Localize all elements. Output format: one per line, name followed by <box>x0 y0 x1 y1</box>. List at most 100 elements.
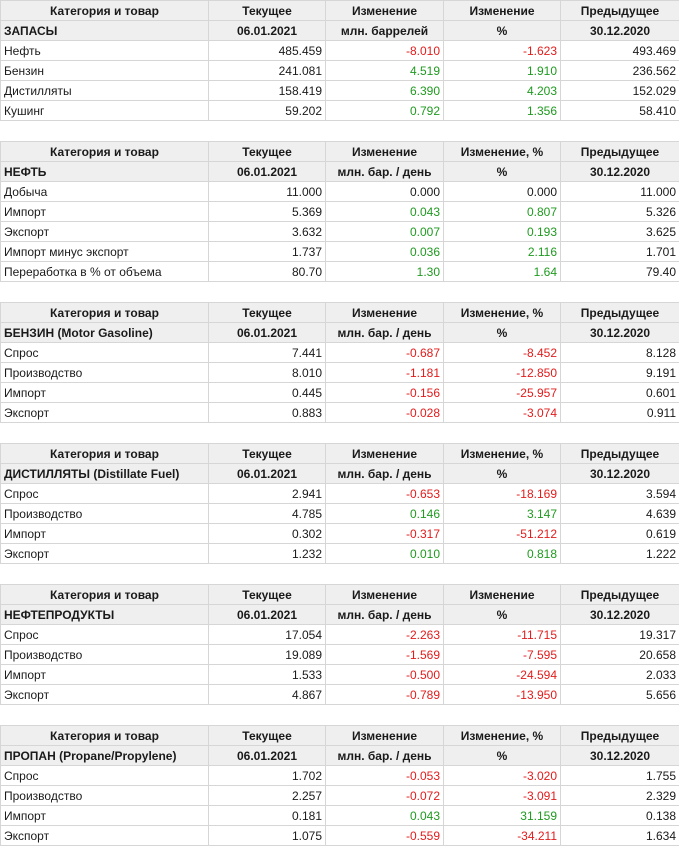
category-header: Категория и товар <box>1 142 209 162</box>
previous-header: Предыдущее <box>561 585 679 605</box>
pct-change-value: 0.193 <box>444 222 561 242</box>
change-value: -0.053 <box>326 766 444 786</box>
current-value: 1.737 <box>209 242 326 262</box>
table-row: Производство 8.010 -1.181 -12.850 9.191 <box>1 363 679 383</box>
previous-header: Предыдущее <box>561 726 679 746</box>
row-name: Экспорт <box>1 685 209 705</box>
change-value: 0.036 <box>326 242 444 262</box>
previous-value: 493.469 <box>561 41 679 61</box>
pct-sign: % <box>444 162 561 182</box>
previous-value: 79.40 <box>561 262 679 282</box>
row-name: Бензин <box>1 61 209 81</box>
change-value: 0.792 <box>326 101 444 121</box>
column-header-row: Категория и товар Текущее Изменение Изме… <box>1 1 679 21</box>
current-value: 2.257 <box>209 786 326 806</box>
change-header: Изменение <box>326 444 444 464</box>
previous-header: Предыдущее <box>561 303 679 323</box>
current-value: 1.533 <box>209 665 326 685</box>
change-header: Изменение <box>326 726 444 746</box>
pct-change-value: -24.594 <box>444 665 561 685</box>
pct-change-value: -1.623 <box>444 41 561 61</box>
current-value: 2.941 <box>209 484 326 504</box>
section-title-row: НЕФТЬ 06.01.2021 млн. бар. / день % 30.1… <box>1 162 679 182</box>
current-value: 0.445 <box>209 383 326 403</box>
pct-change-value: 0.807 <box>444 202 561 222</box>
category-header: Категория и товар <box>1 726 209 746</box>
pct-sign: % <box>444 21 561 41</box>
pct-change-value: -3.091 <box>444 786 561 806</box>
row-name: Экспорт <box>1 222 209 242</box>
section-block: Категория и товар Текущее Изменение Изме… <box>0 0 679 121</box>
current-date: 06.01.2021 <box>209 464 326 484</box>
previous-value: 11.000 <box>561 182 679 202</box>
current-value: 17.054 <box>209 625 326 645</box>
change-value: 6.390 <box>326 81 444 101</box>
row-name: Производство <box>1 363 209 383</box>
current-value: 19.089 <box>209 645 326 665</box>
current-value: 0.302 <box>209 524 326 544</box>
current-value: 1.075 <box>209 826 326 846</box>
category-header: Категория и товар <box>1 1 209 21</box>
row-name: Импорт <box>1 202 209 222</box>
table-row: Спрос 1.702 -0.053 -3.020 1.755 <box>1 766 679 786</box>
current-value: 5.369 <box>209 202 326 222</box>
current-value: 80.70 <box>209 262 326 282</box>
section-table: Категория и товар Текущее Изменение Изме… <box>0 302 679 423</box>
row-name: Импорт <box>1 524 209 544</box>
section-spacer <box>0 705 679 725</box>
row-name: Спрос <box>1 625 209 645</box>
table-row: Переработка в % от объема 80.70 1.30 1.6… <box>1 262 679 282</box>
previous-value: 0.138 <box>561 806 679 826</box>
change-value: -1.569 <box>326 645 444 665</box>
table-row: Экспорт 0.883 -0.028 -3.074 0.911 <box>1 403 679 423</box>
previous-value: 0.601 <box>561 383 679 403</box>
pct-change-value: -18.169 <box>444 484 561 504</box>
pct-sign: % <box>444 746 561 766</box>
table-row: Импорт 0.302 -0.317 -51.212 0.619 <box>1 524 679 544</box>
previous-value: 2.329 <box>561 786 679 806</box>
previous-value: 2.033 <box>561 665 679 685</box>
previous-date: 30.12.2020 <box>561 21 679 41</box>
pct-change-value: 31.159 <box>444 806 561 826</box>
column-header-row: Категория и товар Текущее Изменение Изме… <box>1 444 679 464</box>
row-name: Нефть <box>1 41 209 61</box>
previous-value: 152.029 <box>561 81 679 101</box>
change-value: -0.789 <box>326 685 444 705</box>
current-value: 485.459 <box>209 41 326 61</box>
pct-sign: % <box>444 323 561 343</box>
current-value: 1.702 <box>209 766 326 786</box>
table-row: Импорт 0.181 0.043 31.159 0.138 <box>1 806 679 826</box>
row-name: Спрос <box>1 766 209 786</box>
previous-value: 1.222 <box>561 544 679 564</box>
current-header: Текущее <box>209 1 326 21</box>
pct-change-value: -13.950 <box>444 685 561 705</box>
change-unit: млн. бар. / день <box>326 464 444 484</box>
pct-change-value: -25.957 <box>444 383 561 403</box>
change-value: -0.028 <box>326 403 444 423</box>
pct-change-value: -51.212 <box>444 524 561 544</box>
previous-value: 236.562 <box>561 61 679 81</box>
row-name: Спрос <box>1 484 209 504</box>
section-table: Категория и товар Текущее Изменение Изме… <box>0 0 679 121</box>
table-row: Кушинг 59.202 0.792 1.356 58.410 <box>1 101 679 121</box>
pct-change-value: -3.020 <box>444 766 561 786</box>
column-header-row: Категория и товар Текущее Изменение Изме… <box>1 726 679 746</box>
table-row: Экспорт 1.075 -0.559 -34.211 1.634 <box>1 826 679 846</box>
table-row: Импорт 1.533 -0.500 -24.594 2.033 <box>1 665 679 685</box>
current-value: 11.000 <box>209 182 326 202</box>
section-block: Категория и товар Текущее Изменение Изме… <box>0 443 679 564</box>
change-unit: млн. бар. / день <box>326 323 444 343</box>
pct-change-value: -7.595 <box>444 645 561 665</box>
pct-change-value: -8.452 <box>444 343 561 363</box>
table-row: Производство 4.785 0.146 3.147 4.639 <box>1 504 679 524</box>
current-header: Текущее <box>209 142 326 162</box>
previous-value: 1.755 <box>561 766 679 786</box>
column-header-row: Категория и товар Текущее Изменение Изме… <box>1 303 679 323</box>
section-table: Категория и товар Текущее Изменение Изме… <box>0 584 679 705</box>
row-name: Добыча <box>1 182 209 202</box>
section-spacer <box>0 564 679 584</box>
change-value: -0.559 <box>326 826 444 846</box>
section-title: ПРОПАН (Propane/Propylene) <box>1 746 209 766</box>
previous-value: 4.639 <box>561 504 679 524</box>
pct-change-value: 1.64 <box>444 262 561 282</box>
